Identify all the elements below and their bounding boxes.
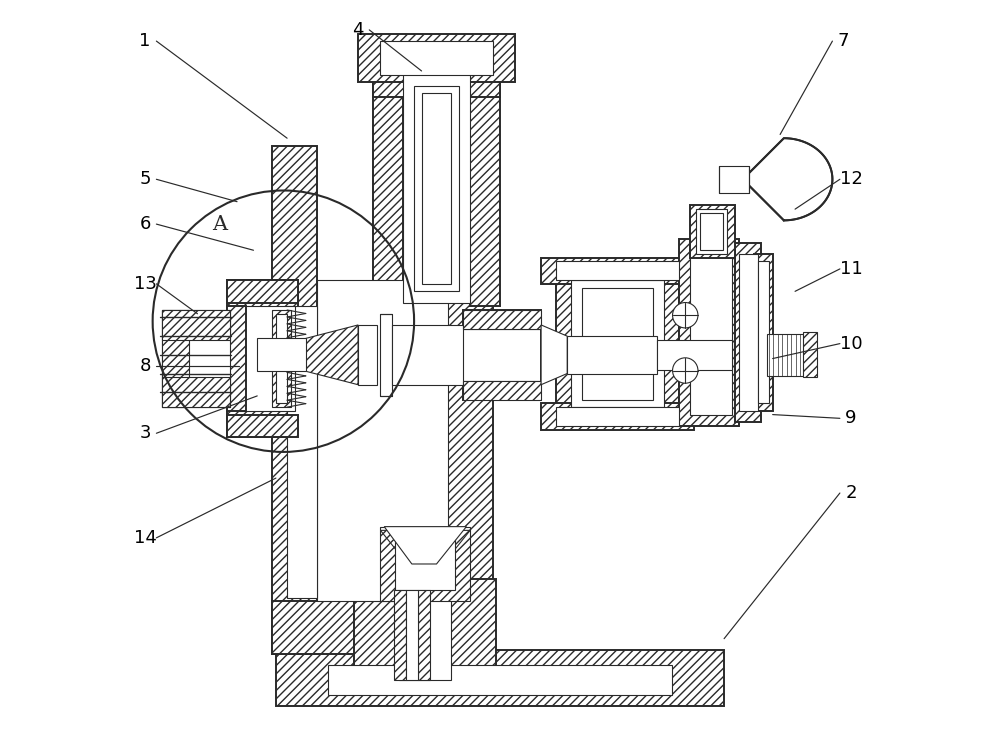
Bar — [276, 314, 287, 403]
Bar — [803, 332, 817, 377]
Bar — [276, 650, 724, 706]
Bar — [463, 310, 541, 329]
Polygon shape — [380, 530, 470, 568]
Text: 3: 3 — [139, 424, 151, 442]
Bar — [735, 243, 761, 422]
Polygon shape — [384, 527, 466, 564]
Bar — [758, 261, 769, 403]
Bar — [272, 601, 493, 654]
Bar — [556, 269, 679, 418]
Bar — [287, 306, 317, 598]
Bar — [257, 338, 306, 371]
Bar — [571, 280, 664, 407]
Bar — [418, 590, 430, 680]
Text: 13: 13 — [134, 275, 157, 293]
Bar — [541, 258, 694, 284]
Bar — [162, 310, 189, 407]
Bar — [394, 590, 406, 680]
Bar — [227, 306, 246, 411]
Text: 8: 8 — [139, 357, 151, 375]
Polygon shape — [541, 325, 567, 385]
Text: 5: 5 — [139, 170, 151, 188]
Bar — [556, 407, 679, 426]
Bar — [162, 377, 230, 407]
Bar — [739, 254, 758, 411]
Bar — [567, 336, 657, 374]
Text: 9: 9 — [845, 409, 857, 427]
Bar — [399, 579, 451, 680]
Bar — [328, 665, 672, 695]
Bar — [463, 381, 541, 400]
Bar — [354, 579, 399, 680]
Bar — [373, 67, 403, 306]
Bar — [373, 56, 500, 97]
Bar — [719, 166, 749, 193]
Text: 4: 4 — [352, 21, 364, 39]
Bar — [463, 310, 541, 400]
Bar — [227, 280, 298, 303]
Bar — [317, 280, 448, 601]
Text: 12: 12 — [840, 170, 863, 188]
Bar — [679, 239, 739, 426]
Bar — [358, 34, 515, 82]
Bar — [380, 41, 493, 75]
Text: 7: 7 — [838, 32, 849, 50]
Bar — [582, 288, 653, 400]
Text: 10: 10 — [840, 335, 862, 353]
Bar — [422, 93, 451, 284]
Bar — [690, 205, 735, 258]
Bar — [690, 250, 732, 415]
Bar — [392, 325, 463, 385]
Bar — [696, 209, 727, 254]
Text: 11: 11 — [840, 260, 862, 278]
Bar — [448, 295, 493, 654]
Bar — [358, 325, 377, 385]
Bar — [395, 538, 455, 590]
Bar — [227, 415, 298, 437]
Bar — [451, 579, 496, 680]
Polygon shape — [306, 325, 358, 385]
Bar — [162, 310, 230, 340]
Text: 1: 1 — [139, 32, 151, 50]
Circle shape — [673, 358, 698, 383]
Text: 6: 6 — [139, 215, 151, 233]
Bar — [767, 334, 809, 376]
Bar — [700, 213, 723, 250]
Bar — [470, 67, 500, 306]
Bar — [657, 340, 732, 370]
Text: A: A — [212, 214, 227, 234]
Bar — [272, 146, 317, 654]
Bar — [541, 403, 694, 430]
Bar — [556, 261, 679, 280]
Text: 2: 2 — [845, 484, 857, 502]
Bar — [403, 71, 470, 303]
Text: 14: 14 — [134, 529, 157, 547]
Bar — [414, 86, 459, 291]
Bar — [239, 306, 295, 411]
Bar — [227, 280, 298, 437]
Circle shape — [673, 303, 698, 328]
Bar — [380, 314, 392, 396]
Bar — [754, 254, 773, 411]
Bar — [272, 310, 291, 407]
Bar — [162, 310, 230, 407]
Bar — [380, 527, 470, 601]
Polygon shape — [743, 138, 832, 220]
Bar — [406, 590, 418, 680]
